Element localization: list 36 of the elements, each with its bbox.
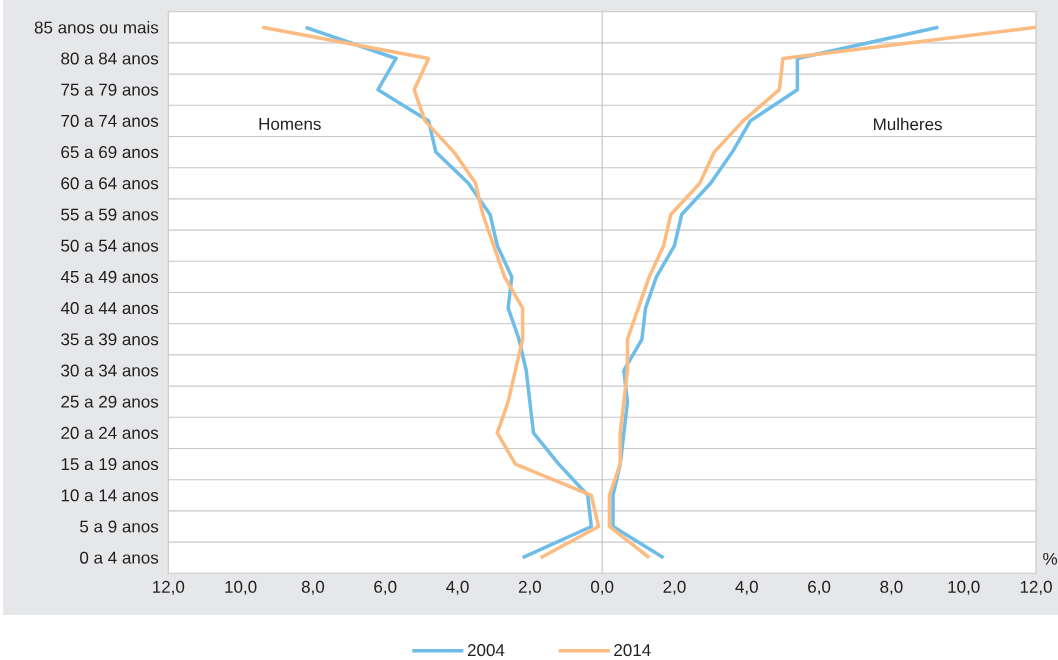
y-tick-label: 25 a 29 anos — [61, 395, 159, 408]
y-tick-label: 75 a 79 anos — [61, 83, 159, 96]
x-tick-label: 10,0 — [948, 580, 980, 595]
y-tick-label: 60 a 64 anos — [61, 177, 159, 190]
y-tick-label: 0 a 4 anos — [80, 551, 159, 564]
y-tick-label: 30 a 34 anos — [61, 364, 159, 377]
x-tick-label: 2,0 — [663, 580, 686, 595]
x-tick-label: 0,0 — [591, 580, 614, 595]
x-tick-label: 6,0 — [808, 580, 831, 595]
legend-label: 2004 — [467, 644, 505, 657]
y-tick-label: 15 a 19 anos — [61, 458, 159, 471]
y-tick-label: 20 a 24 anos — [61, 426, 159, 439]
x-tick-label: 8,0 — [301, 580, 325, 595]
x-tick-label: 4,0 — [735, 580, 758, 595]
y-tick-label: 35 a 39 anos — [61, 333, 159, 346]
x-tick-label: 8,0 — [880, 580, 903, 595]
annotation: Homens — [259, 118, 321, 130]
x-tick-label: 4,0 — [446, 580, 469, 595]
y-tick-label: 80 a 84 anos — [61, 52, 159, 65]
x-tick-label: 2,0 — [518, 580, 542, 595]
y-tick-label: 40 a 44 anos — [60, 302, 159, 315]
y-tick-label: 45 a 49 anos — [60, 270, 159, 283]
legend-label: 2014 — [614, 644, 651, 657]
y-tick-label: 50 a 54 anos — [61, 239, 159, 252]
x-tick-label: 10,0 — [225, 580, 257, 595]
x-tick-label: 6,0 — [374, 580, 397, 595]
x-tick-label: 12,0 — [153, 580, 185, 595]
x-axis-title: % — [1043, 552, 1058, 565]
x-tick-label: 12,0 — [1020, 580, 1052, 595]
y-tick-label: 65 a 69 anos — [61, 146, 159, 159]
y-tick-label: 55 a 59 anos — [61, 208, 159, 221]
y-tick-label: 5 a 9 anos — [80, 520, 159, 533]
annotation: Mulheres — [874, 117, 942, 131]
y-tick-label: 70 a 74 anos — [61, 114, 159, 127]
y-tick-label: 10 a 14 anos — [61, 489, 159, 502]
y-tick-label: 85 anos ou mais — [34, 21, 159, 34]
